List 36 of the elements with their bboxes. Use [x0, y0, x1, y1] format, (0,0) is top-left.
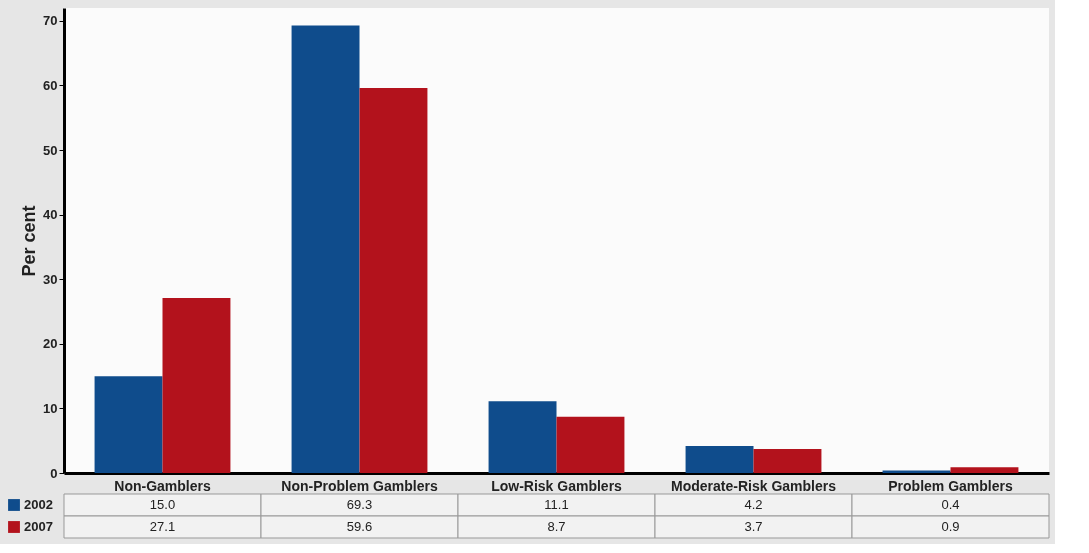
legend-label: 2007 [24, 519, 53, 534]
bar [359, 88, 428, 473]
data-label: 11.1 [544, 497, 569, 512]
y-tick-label: 60 [43, 78, 58, 93]
bar [753, 449, 822, 473]
y-tick-label: 30 [43, 271, 58, 287]
data-label: 69.3 [346, 497, 373, 512]
bar [556, 416, 625, 473]
x-tick-label: Non-Problem Gamblers [281, 477, 438, 494]
y-tick-label: 10 [43, 400, 58, 416]
data-label: 27.1 [149, 519, 176, 534]
bar [950, 467, 1019, 473]
bar [94, 376, 163, 473]
x-tick-label: Low-Risk Gamblers [491, 477, 623, 494]
y-tick-label: 0 [50, 465, 58, 481]
bar [685, 445, 754, 473]
x-tick-label: Moderate-Risk Gamblers [671, 477, 837, 494]
y-tick-label: 70 [43, 13, 58, 29]
bar [882, 470, 951, 473]
bar [162, 297, 231, 473]
data-label: 15.0 [149, 497, 176, 512]
y-axis-title: Per cent [19, 205, 40, 277]
data-label: 59.6 [346, 519, 373, 534]
bar [488, 401, 557, 473]
y-tick-label: 40 [43, 207, 58, 223]
y-tick-label: 50 [43, 142, 58, 158]
data-label: 4.2 [744, 497, 763, 512]
x-tick-label: Problem Gamblers [888, 477, 1013, 494]
x-tick-label: Non-Gamblers [114, 477, 211, 494]
y-tick-label: 20 [43, 336, 58, 352]
bar [291, 25, 360, 473]
legend-label: 2002 [24, 497, 53, 512]
data-label: 3.7 [744, 519, 763, 534]
data-label: 0.4 [941, 497, 960, 512]
data-label: 0.9 [941, 519, 960, 534]
data-label: 8.7 [547, 519, 566, 534]
